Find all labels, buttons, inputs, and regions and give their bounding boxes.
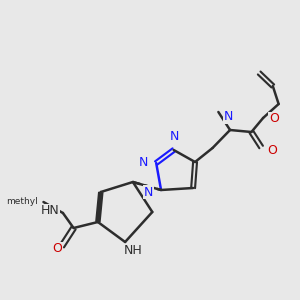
Text: N: N [144,185,153,199]
Text: O: O [52,242,62,256]
Text: HN: HN [40,205,59,218]
Text: N: N [224,110,233,123]
Text: N: N [139,157,148,169]
Text: O: O [269,112,279,125]
Text: N: N [170,130,179,143]
Text: NH: NH [124,244,142,257]
Text: O: O [267,143,277,157]
Text: methyl: methyl [6,196,38,206]
